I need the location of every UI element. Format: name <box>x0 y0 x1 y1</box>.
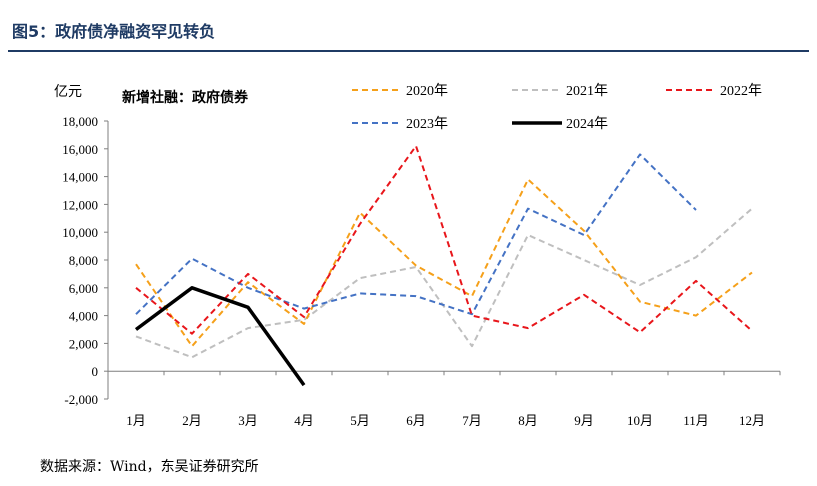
legend-label-2020年: 2020年 <box>406 83 448 99</box>
x-tick-label: 1月 <box>126 413 146 428</box>
y-tick-label: 18,000 <box>62 114 98 129</box>
title-divider <box>8 50 809 52</box>
y-tick-label: -2,000 <box>64 392 98 407</box>
y-tick-label: 0 <box>92 364 99 379</box>
series-line-2022年 <box>135 145 753 335</box>
x-tick-label: 11月 <box>683 413 709 428</box>
legend-group: 2020年 2021年 2022年 2023年 2024年 <box>352 83 762 132</box>
y-tick-label: 16,000 <box>62 142 98 157</box>
legend-label-2023年: 2023年 <box>406 116 448 132</box>
x-tick-label: 12月 <box>739 413 765 428</box>
x-tick-label: 2月 <box>182 413 202 428</box>
chart-subtitle: 新增社融：政府债券 <box>122 89 249 106</box>
y-tick-label: 4,000 <box>69 309 98 324</box>
y-tick-label: 6,000 <box>69 281 98 296</box>
legend-label-2021年: 2021年 <box>566 83 608 99</box>
x-tick-label: 7月 <box>462 413 482 428</box>
series-line-2020年 <box>135 178 753 348</box>
series-lines-group <box>134 145 753 387</box>
x-tick-label: 8月 <box>518 413 538 428</box>
y-tick-label: 10,000 <box>62 225 98 240</box>
y-tick-label: 2,000 <box>69 336 98 351</box>
axes-group: -2,000 0 2,000 4,000 6,000 8,000 10,000 12,000 1… <box>62 114 781 428</box>
figure-title: 图5：政府债净融资罕见转负 <box>12 22 216 41</box>
series-line-2023年 <box>135 153 697 316</box>
legend-label-2024年: 2024年 <box>566 116 608 132</box>
y-tick-label: 12,000 <box>62 197 98 212</box>
y-tick-label: 14,000 <box>62 170 98 185</box>
series-line-2021年 <box>135 207 753 359</box>
x-tick-label: 3月 <box>238 413 258 428</box>
x-tick-label: 9月 <box>574 413 594 428</box>
y-tick-label: 8,000 <box>69 253 98 268</box>
x-tick-label: 5月 <box>350 413 370 428</box>
series-line-2024年 <box>134 286 306 387</box>
y-axis-unit-label: 亿元 <box>54 84 82 100</box>
legend-label-2022年: 2022年 <box>720 83 762 99</box>
x-tick-label: 6月 <box>406 413 426 428</box>
source-note: 数据来源：Wind，东吴证券研究所 <box>40 459 259 475</box>
x-tick-label: 10月 <box>627 413 653 428</box>
x-tick-label: 4月 <box>294 413 314 428</box>
